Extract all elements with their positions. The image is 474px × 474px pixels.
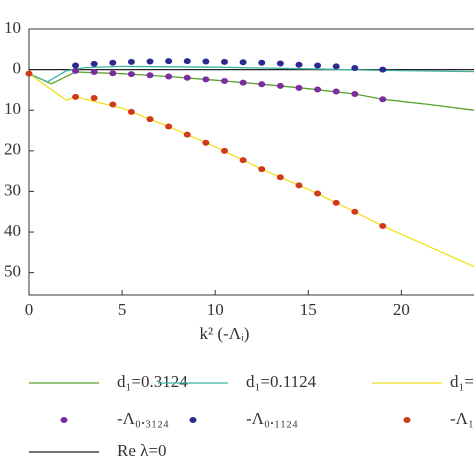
point <box>183 58 191 65</box>
legend-label: Re λ=0 <box>117 441 166 460</box>
point <box>258 59 266 66</box>
point <box>295 84 303 91</box>
point <box>72 93 80 100</box>
y-tick-label: 50 <box>4 262 21 281</box>
point <box>90 95 98 102</box>
point <box>258 81 266 88</box>
x-tick-label: 10 <box>207 300 224 319</box>
point <box>221 77 229 84</box>
point <box>314 190 322 197</box>
point <box>258 166 266 173</box>
series-line <box>28 65 474 83</box>
point <box>239 59 247 66</box>
legend-marker <box>60 417 68 423</box>
plot-frame <box>28 28 474 296</box>
point <box>221 58 229 65</box>
point <box>276 60 284 67</box>
legend-label: d₁=1.1124 <box>450 372 474 391</box>
point <box>146 72 154 79</box>
point <box>202 76 210 83</box>
point <box>351 208 359 215</box>
point <box>127 108 135 115</box>
point <box>90 60 98 67</box>
legend-label: d₁=0.3124 <box>117 372 188 391</box>
point <box>379 96 387 103</box>
point <box>332 63 340 70</box>
y-tick-label: 10 <box>4 18 21 37</box>
legend-label: -Λ₀.₁₁₂₄ <box>246 409 298 428</box>
point <box>146 116 154 123</box>
y-tick-label: 40 <box>4 221 21 240</box>
x-tick-label: 0 <box>25 300 34 319</box>
series-line <box>28 71 474 111</box>
point <box>165 123 173 130</box>
point <box>332 88 340 95</box>
point <box>379 66 387 73</box>
point <box>72 62 80 69</box>
point <box>239 79 247 86</box>
point <box>295 182 303 189</box>
point <box>351 64 359 71</box>
legend-marker <box>403 417 411 423</box>
point <box>109 101 117 108</box>
point <box>239 157 247 164</box>
legend-marker <box>189 417 197 423</box>
x-tick-label: 20 <box>393 300 410 319</box>
point <box>146 58 154 65</box>
point <box>351 90 359 97</box>
point <box>314 62 322 69</box>
y-tick-label: 0 <box>13 59 22 78</box>
point <box>127 71 135 78</box>
legend-label: -Λ₀.₃₁₂₄ <box>117 409 169 428</box>
point <box>90 69 98 76</box>
point <box>276 174 284 181</box>
point <box>165 73 173 80</box>
point <box>314 86 322 93</box>
legend-label: -Λ₁.₁₁₂₄ <box>450 409 474 428</box>
x-axis-label: k² (-Λᵢ) <box>200 324 250 343</box>
point <box>183 74 191 81</box>
point <box>183 131 191 138</box>
point <box>221 147 229 154</box>
point <box>25 70 33 77</box>
point <box>127 58 135 65</box>
point <box>109 70 117 77</box>
x-tick-label: 5 <box>118 300 127 319</box>
point <box>202 58 210 65</box>
x-tick-label: 15 <box>300 300 317 319</box>
point <box>165 58 173 65</box>
point <box>72 67 80 74</box>
point <box>202 139 210 146</box>
y-tick-label: 20 <box>4 140 21 159</box>
legend-label: d₁=0.1124 <box>246 372 317 391</box>
plot-area <box>25 58 474 268</box>
point <box>295 61 303 68</box>
point <box>379 222 387 229</box>
point <box>276 82 284 89</box>
point <box>109 59 117 66</box>
y-tick-label: 10 <box>4 99 21 118</box>
point <box>332 199 340 206</box>
y-tick-label: 30 <box>4 180 21 199</box>
